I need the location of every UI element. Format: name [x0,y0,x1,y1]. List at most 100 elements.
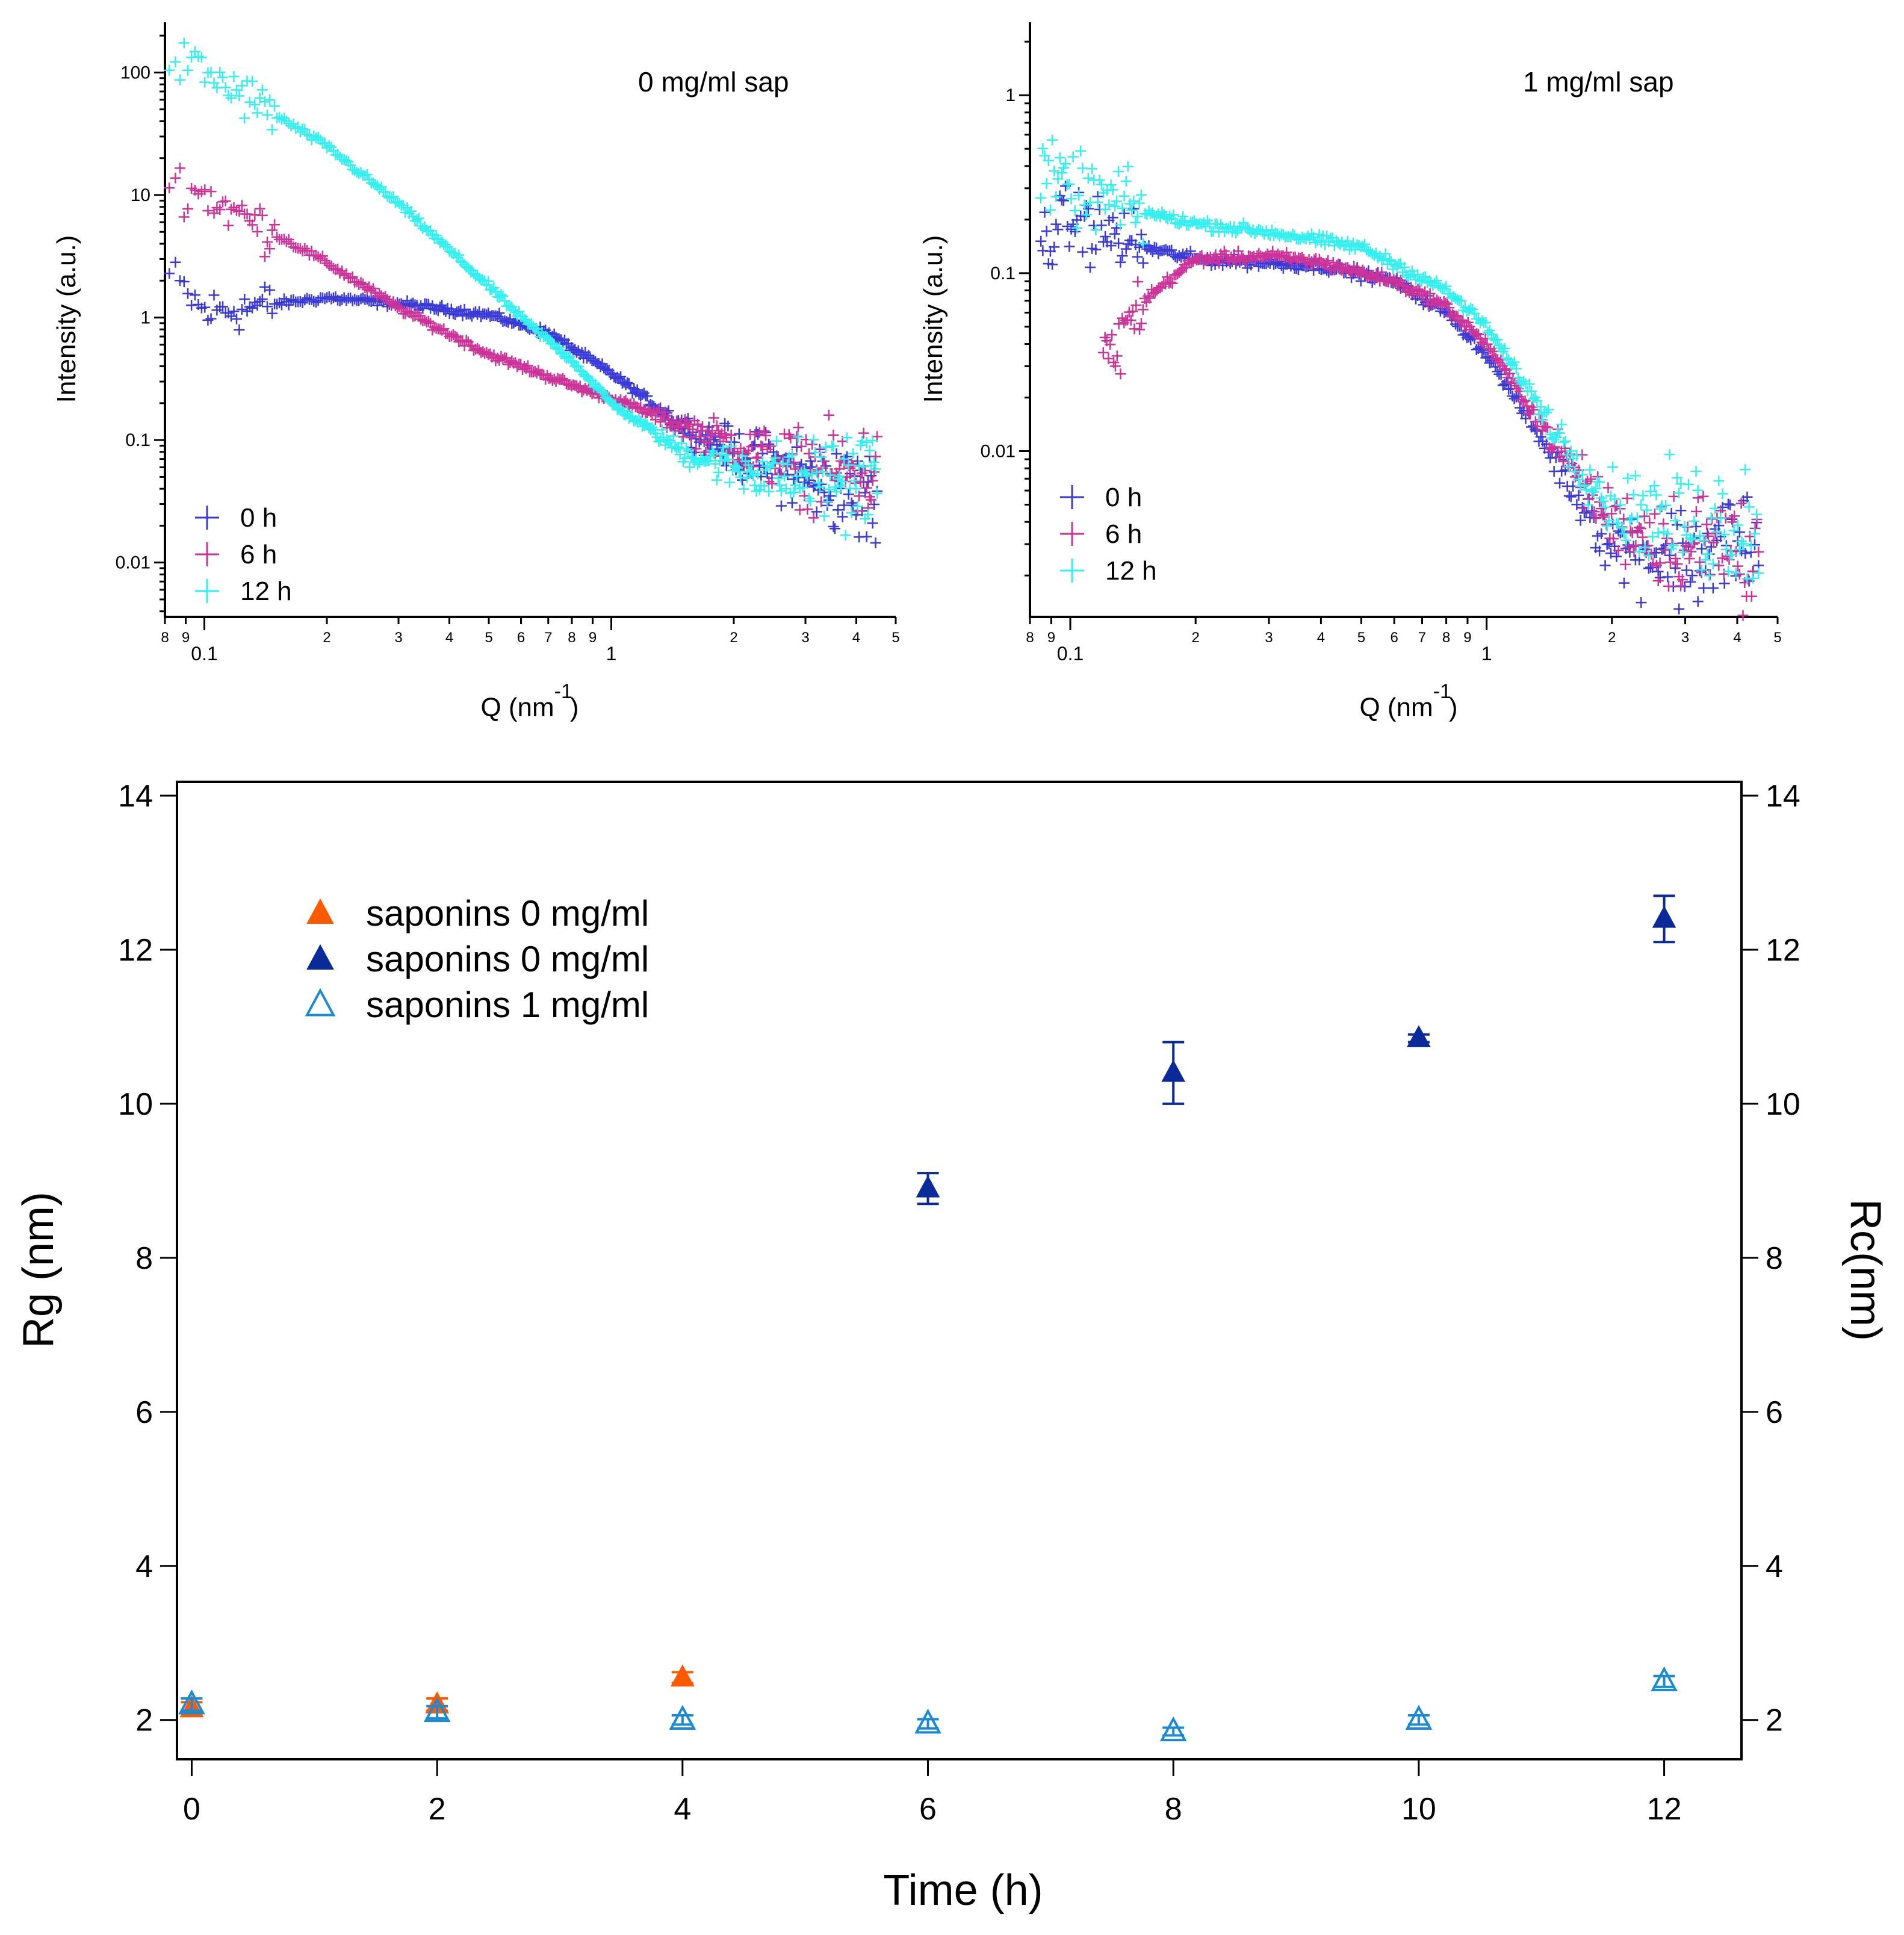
data-point [220,195,231,206]
data-point [276,114,287,125]
data-point [1232,246,1244,257]
data-point [1662,571,1673,583]
data-point [436,300,448,311]
data-point [831,448,842,459]
data-point [1704,569,1716,580]
data-point [269,219,281,231]
data-point [1625,525,1636,537]
data-point [807,439,818,450]
data-point [522,360,533,371]
plot-title: 1 mg/ml sap [1523,66,1674,98]
data-point [803,448,814,459]
y-tick-label: 1 [140,308,150,328]
data-point [1039,206,1050,218]
data-point [1230,228,1242,239]
data-point [1630,470,1641,481]
data-point [283,299,294,311]
x-tick-minor-label: 5 [892,630,899,646]
data-point [669,1704,696,1730]
data-point [647,421,658,433]
data-point [1407,1025,1431,1047]
data-point [1087,163,1098,175]
data-point [1533,409,1545,420]
data-point [411,214,423,225]
x-tick-minor-label: 9 [1463,630,1471,646]
data-point [1669,515,1681,526]
data-point [1412,283,1424,295]
data-point [1125,315,1137,326]
data-point [1575,515,1586,526]
data-point [1135,190,1147,201]
data-point [1281,247,1292,258]
data-point [682,421,693,432]
data-point [1133,197,1145,209]
x-axis-label-close: ) [570,693,579,722]
data-point [794,504,805,516]
data-point [1723,498,1734,510]
data-point [676,438,687,449]
data-point [199,184,211,196]
data-point [1651,1666,1678,1691]
data-point [1397,279,1408,290]
data-point [1647,531,1658,542]
data-point [1173,218,1185,230]
x-tick-minor-label: 3 [394,630,402,646]
data-point [861,482,872,494]
data-point [271,299,283,310]
data-point [497,290,509,302]
data-point [1710,503,1721,514]
data-point [1049,241,1060,253]
data-point [1166,244,1177,256]
data-point [716,448,727,460]
data-point [1673,488,1685,499]
data-point [1109,361,1121,372]
data-point [1543,404,1554,415]
data-point [236,200,247,211]
x-tick-minor-label: 3 [801,630,809,646]
data-point [1524,379,1535,390]
x-axis-label: Time (h) [883,1866,1043,1915]
data-point [1143,290,1154,302]
y2-tick-label: 8 [1766,1241,1783,1276]
data-point [1501,353,1512,364]
data-point [1431,275,1442,286]
error-bar [1162,1726,1185,1737]
data-point [768,457,780,469]
data-point [1682,478,1694,490]
legend-marker [195,506,219,530]
legend-marker [306,944,334,970]
data-point [483,276,494,287]
legend-label: 12 h [1105,556,1157,586]
data-point [843,459,854,471]
data-point [164,268,175,279]
data-point [1560,435,1571,447]
data-point [671,443,683,454]
data-point [1594,545,1605,557]
data-point [164,182,175,194]
x-tick-minor-label: 9 [182,630,190,646]
data-point [1321,258,1332,269]
data-point [1541,407,1552,418]
data-point [1167,277,1178,289]
data-point [1220,249,1232,261]
data-point [1105,339,1116,350]
data-point [249,99,261,110]
data-point [633,413,645,425]
data-point [703,437,715,448]
data-point [1090,244,1102,255]
data-point [1645,486,1657,497]
data-point [1596,528,1607,539]
data-point [1250,255,1261,266]
data-point [788,486,799,498]
data-point [1585,473,1596,485]
y-tick-label: 0.1 [125,430,150,450]
data-point [1599,501,1611,513]
data-point [1041,225,1052,237]
data-point [1569,466,1581,477]
data-point [839,500,850,511]
data-point [267,224,278,236]
data-point [312,251,324,262]
data-point [1719,578,1730,589]
legend-marker [195,579,219,603]
data-point [1115,219,1126,231]
